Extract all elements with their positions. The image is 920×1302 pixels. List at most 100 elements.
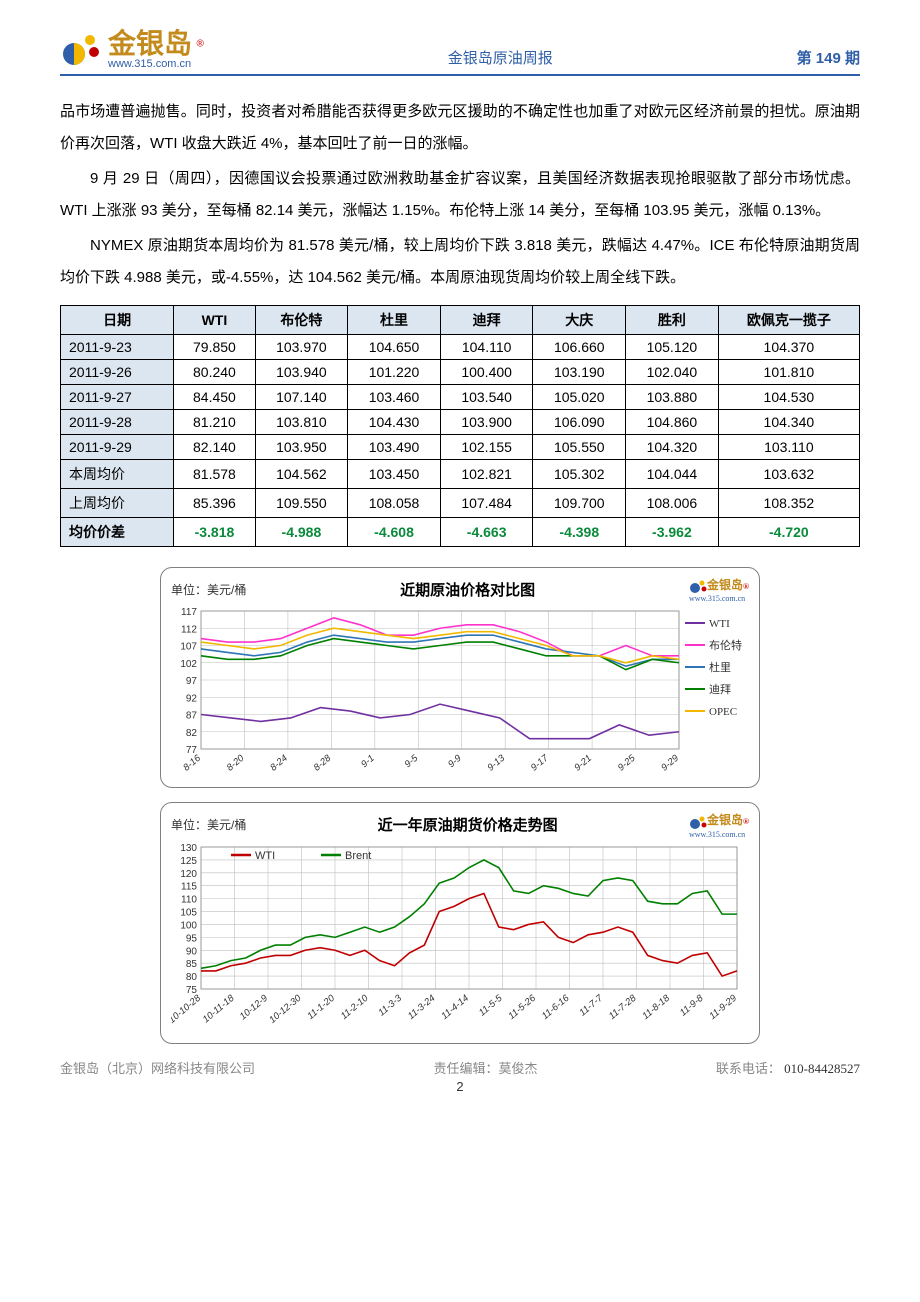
footer-editor: 责任编辑：莫俊杰 [433,1058,537,1077]
table-cell: 104.110 [440,335,533,360]
svg-text:11-5-26: 11-5-26 [506,992,538,1021]
table-cell: 108.006 [626,489,719,518]
footer-phone: 联系电话： 010-84428527 [716,1058,860,1077]
table-cell: 81.210 [174,410,255,435]
logo-text-cn: 金银岛 [108,29,192,60]
svg-text:WTI: WTI [709,618,730,630]
table-cell: 103.810 [255,410,348,435]
table-cell: 104.340 [718,410,859,435]
table-cell: 2011-9-28 [61,410,174,435]
svg-text:107: 107 [180,642,197,653]
svg-text:11-1-20: 11-1-20 [305,992,337,1021]
table-cell: 100.400 [440,360,533,385]
svg-text:112: 112 [181,625,197,636]
table-cell: 102.821 [440,460,533,489]
table-cell: 105.550 [533,435,626,460]
svg-text:105: 105 [180,907,197,918]
table-cell: 107.484 [440,489,533,518]
chart1-title: 近期原油价格对比图 [246,579,689,600]
price-table: 日期WTI布伦特杜里迪拜大庆胜利欧佩克一揽子 2011-9-2379.85010… [60,305,860,547]
svg-text:82: 82 [186,728,198,739]
svg-text:125: 125 [180,855,197,866]
table-cell: 上周均价 [61,489,174,518]
table-cell: 本周均价 [61,460,174,489]
table-cell: 102.040 [626,360,719,385]
table-cell: 103.880 [626,385,719,410]
issue-number: 第 149 期 [797,47,860,70]
table-row: 2011-9-2680.240103.940101.220100.400103.… [61,360,860,385]
table-cell: 109.550 [255,489,348,518]
table-diff-row: 均价价差-3.818-4.988-4.608-4.663-4.398-3.962… [61,518,860,547]
table-cell: 103.460 [348,385,441,410]
svg-text:80: 80 [186,972,198,983]
table-cell: 82.140 [174,435,255,460]
svg-text:120: 120 [180,868,197,879]
footer-company: 金银岛（北京）网络科技有限公司 [60,1058,255,1077]
table-header-cell: 杜里 [348,306,441,335]
svg-text:11-7-7: 11-7-7 [577,992,605,1018]
table-cell: 103.110 [718,435,859,460]
svg-text:OPEC: OPEC [709,706,737,718]
chart2-unit: 单位：美元/桶 [171,816,246,833]
table-header-cell: 欧佩克一揽子 [718,306,859,335]
table-cell: 106.090 [533,410,626,435]
table-cell: 106.660 [533,335,626,360]
table-cell: 104.562 [255,460,348,489]
svg-text:90: 90 [186,946,198,957]
table-cell: 103.900 [440,410,533,435]
logo: 金银岛 ® www.315.com.cn [60,30,204,70]
table-header-cell: 迪拜 [440,306,533,335]
paragraph-3: NYMEX 原油期货本周均价为 81.578 美元/桶，较上周均价下跌 3.81… [60,230,860,293]
svg-text:10-12-9: 10-12-9 [238,992,271,1022]
table-cell: 103.540 [440,385,533,410]
svg-text:117: 117 [181,607,197,618]
svg-text:115: 115 [181,881,197,892]
svg-text:11-4-14: 11-4-14 [439,992,471,1021]
table-header-cell: 大庆 [533,306,626,335]
table-header-row: 日期WTI布伦特杜里迪拜大庆胜利欧佩克一揽子 [61,306,860,335]
table-cell: 104.430 [348,410,441,435]
svg-text:8-16: 8-16 [181,753,203,774]
table-cell: 104.530 [718,385,859,410]
svg-text:9-5: 9-5 [403,753,421,771]
table-cell: 108.352 [718,489,859,518]
table-row: 本周均价81.578104.562103.450102.821105.30210… [61,460,860,489]
svg-text:布伦特: 布伦特 [709,638,742,652]
table-cell: 2011-9-26 [61,360,174,385]
svg-text:100: 100 [180,920,197,931]
table-cell: 均价价差 [61,518,174,547]
table-cell: 104.320 [626,435,719,460]
svg-text:8-28: 8-28 [312,753,334,774]
chart2-title: 近一年原油期货价格走势图 [246,814,689,835]
paragraph-1: 品市场遭普遍抛售。同时，投资者对希腊能否获得更多欧元区援助的不确定性也加重了对欧… [60,96,860,159]
table-cell: 103.970 [255,335,348,360]
table-cell: -4.608 [348,518,441,547]
svg-text:10-10-28: 10-10-28 [171,992,203,1025]
table-header-cell: 布伦特 [255,306,348,335]
table-cell: -3.962 [626,518,719,547]
table-cell: 101.810 [718,360,859,385]
table-cell: 103.490 [348,435,441,460]
svg-text:110: 110 [181,894,197,905]
table-cell: -4.720 [718,518,859,547]
svg-text:92: 92 [186,694,198,705]
chart1-logo: 金银岛®www.315.com.cn [689,576,749,603]
table-header-cell: WTI [174,306,255,335]
svg-text:11-8-18: 11-8-18 [640,992,672,1021]
body-text: 品市场遭普遍抛售。同时，投资者对希腊能否获得更多欧元区援助的不确定性也加重了对欧… [60,96,860,293]
svg-text:97: 97 [186,676,198,687]
table-cell: 103.450 [348,460,441,489]
table-header-cell: 胜利 [626,306,719,335]
svg-text:9-29: 9-29 [659,753,681,774]
page-header: 金银岛 ® www.315.com.cn 金银岛原油周报 第 149 期 [60,30,860,76]
svg-text:9-21: 9-21 [572,753,594,774]
svg-text:11-6-16: 11-6-16 [540,992,572,1021]
table-row: 2011-9-2784.450107.140103.460103.540105.… [61,385,860,410]
svg-text:95: 95 [186,933,198,944]
chart-recent-prices: 单位：美元/桶 近期原油价格对比图 金银岛®www.315.com.cn 778… [160,567,760,788]
table-cell: 105.302 [533,460,626,489]
table-cell: 2011-9-27 [61,385,174,410]
table-cell: 85.396 [174,489,255,518]
table-cell: -4.663 [440,518,533,547]
table-cell: 84.450 [174,385,255,410]
